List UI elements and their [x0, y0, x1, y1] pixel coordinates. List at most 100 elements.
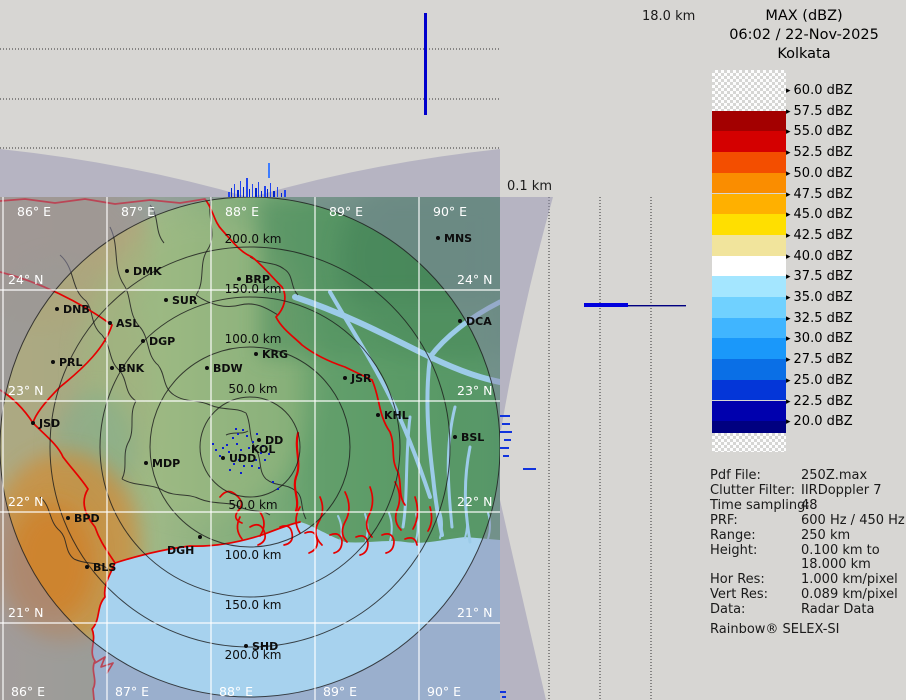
- height-axis-min-label: 0.1 km: [507, 179, 552, 194]
- metadata-row: Vert Res: 0.089 km/pixel: [710, 587, 906, 602]
- grid-coordinate-label: 86° E: [11, 684, 45, 699]
- beam-limit-wedge-top: [500, 197, 553, 430]
- ew-cross-section-panel: [0, 13, 500, 197]
- scale-tick-arrow-icon: ▸: [786, 313, 791, 324]
- city-label: BSL: [461, 431, 484, 444]
- city-label: KRG: [262, 348, 288, 361]
- scale-tick-arrow-icon: ▸: [786, 189, 791, 200]
- city-markers: DMK BRP SUR DNB ASL DGP KRG PRL BNK BDW JSR KHL JSD B…: [31, 232, 492, 653]
- metadata-label: Data:: [710, 602, 746, 618]
- dbz-scale-entry: ▸ 37.5 dBZ: [786, 269, 853, 284]
- metadata-value: Radar Data: [801, 602, 875, 618]
- latlon-grid: [0, 197, 500, 700]
- metadata-label: Range:: [710, 527, 756, 543]
- metadata-value: 250Z.max: [801, 468, 868, 483]
- scale-tick-arrow-icon: ▸: [786, 127, 791, 138]
- grid-coordinate-label: 21° N: [457, 605, 492, 620]
- grid-coordinate-label: 86° E: [17, 204, 51, 219]
- city-label: DGH: [167, 544, 194, 557]
- grid-coordinate-label: 88° E: [225, 204, 259, 219]
- height-axis-max-label: 18.0 km: [642, 9, 696, 24]
- city-marker-dnb: DNB: [55, 303, 90, 316]
- grid-coordinate-label: 87° E: [121, 204, 155, 219]
- city-label: DCA: [466, 315, 492, 328]
- dbz-scale-entry: ▸ 60.0 dBZ: [786, 83, 853, 98]
- grid-coordinate-label: 88° E: [219, 684, 253, 699]
- city-label: BRP: [245, 273, 270, 286]
- grid-coordinate-label: 23° N: [8, 383, 43, 398]
- city-label: KOL: [251, 443, 275, 456]
- metadata-row: Clutter Filter: IIRDoppler 7: [710, 483, 906, 498]
- dbz-band: [712, 379, 786, 401]
- beam-limit-wedge-right: [252, 149, 500, 197]
- scale-tick-label: 47.5 dBZ: [793, 186, 853, 202]
- dbz-band: [712, 110, 786, 132]
- scale-tick-arrow-icon: ▸: [786, 355, 791, 366]
- city-marker-brp: BRP: [237, 273, 270, 286]
- beam-limit-wedge-left: [0, 149, 248, 197]
- grid-coordinate-label: 23° N: [457, 383, 492, 398]
- scale-tick-arrow-icon: ▸: [786, 293, 791, 303]
- metadata-row: Height: 0.100 km to: [710, 543, 906, 558]
- dbz-scale-entry: ▸ 35.0 dBZ: [786, 290, 853, 305]
- scale-tick-arrow-icon: ▸: [786, 210, 791, 221]
- scale-tick-label: 22.5 dBZ: [793, 393, 853, 409]
- scale-tick-arrow-icon: ▸: [786, 375, 791, 386]
- range-ring-label: 150.0 km: [225, 598, 282, 612]
- city-marker-bdw: BDW: [205, 362, 243, 375]
- scale-tick-label: 37.5 dBZ: [793, 269, 853, 285]
- city-marker-dmk: DMK: [125, 265, 162, 278]
- dbz-band: [712, 131, 786, 153]
- range-ring-label: 100.0 km: [225, 548, 282, 562]
- range-ring-label: 50.0 km: [228, 382, 277, 396]
- metadata-label: Pdf File:: [710, 468, 761, 483]
- scale-tick-arrow-icon: ▸: [786, 106, 791, 117]
- scale-tick-arrow-icon: ▸: [786, 396, 791, 407]
- brand-line: Rainbow® SELEX-SI: [710, 622, 840, 637]
- city-marker-prl: PRL: [51, 356, 83, 369]
- city-label: BDW: [213, 362, 243, 375]
- dbz-scale-entry: ▸ 50.0 dBZ: [786, 166, 853, 181]
- city-marker-mdp: MDP: [144, 457, 180, 470]
- radar-map-ppi: 50.0 km 50.0 km 100.0 km 100.0 km 150.0 km 15…: [0, 197, 500, 700]
- dbz-scale-entry: ▸ 30.0 dBZ: [786, 331, 853, 346]
- metadata-row: PRF: 600 Hz / 450 Hz: [710, 513, 906, 528]
- grid-coordinate-label: 24° N: [8, 272, 43, 287]
- scale-tick-label: 40.0 dBZ: [793, 248, 853, 264]
- metadata-value: 600 Hz / 450 Hz: [801, 512, 905, 528]
- city-marker-udd: UDD: [221, 452, 256, 465]
- scale-tick-arrow-icon: ▸: [786, 251, 791, 262]
- grid-coordinate-label: 90° E: [433, 204, 467, 219]
- metadata-label: Time sampling:: [710, 497, 810, 513]
- dbz-scale-entry: ▸ 22.5 dBZ: [786, 394, 853, 409]
- city-marker-bsl: BSL: [453, 431, 484, 444]
- metadata-label: PRF:: [710, 512, 738, 528]
- scale-tick-label: 55.0 dBZ: [793, 124, 853, 140]
- metadata-row: Hor Res: 1.000 km/pixel: [710, 572, 906, 587]
- city-label: SUR: [172, 294, 198, 307]
- map-echoes: [212, 428, 279, 490]
- dbz-scale-entry: ▸ 45.0 dBZ: [786, 207, 853, 222]
- scale-tick-label: 42.5 dBZ: [793, 227, 853, 243]
- range-ring-label: 100.0 km: [225, 332, 282, 346]
- city-label: MDP: [152, 457, 180, 470]
- range-ring-label: 200.0 km: [225, 648, 282, 662]
- grid-coordinate-label: 89° E: [323, 684, 357, 699]
- dbz-scale-entry: ▸ 57.5 dBZ: [786, 104, 853, 119]
- city-marker-bls: BLS: [85, 561, 116, 574]
- dbz-band: [712, 338, 786, 360]
- city-label: BLS: [93, 561, 116, 574]
- out-of-range-overlay: [0, 197, 500, 700]
- metadata-value: 1.000 km/pixel: [801, 572, 898, 588]
- dbz-scale-entry: ▸ 42.5 dBZ: [786, 228, 853, 243]
- city-marker-dgh: DGH: [167, 535, 202, 557]
- city-label: JSR: [350, 372, 372, 385]
- dbz-band: [712, 70, 786, 111]
- scale-tick-arrow-icon: ▸: [786, 148, 791, 159]
- scale-tick-label: 32.5 dBZ: [793, 310, 853, 326]
- city-marker-jsr: JSR: [343, 372, 372, 385]
- metadata-value: 250 km: [801, 527, 851, 543]
- dbz-band: [712, 400, 786, 422]
- scale-tick-label: 30.0 dBZ: [793, 331, 853, 347]
- dbz-scale-entry: ▸ 32.5 dBZ: [786, 311, 853, 326]
